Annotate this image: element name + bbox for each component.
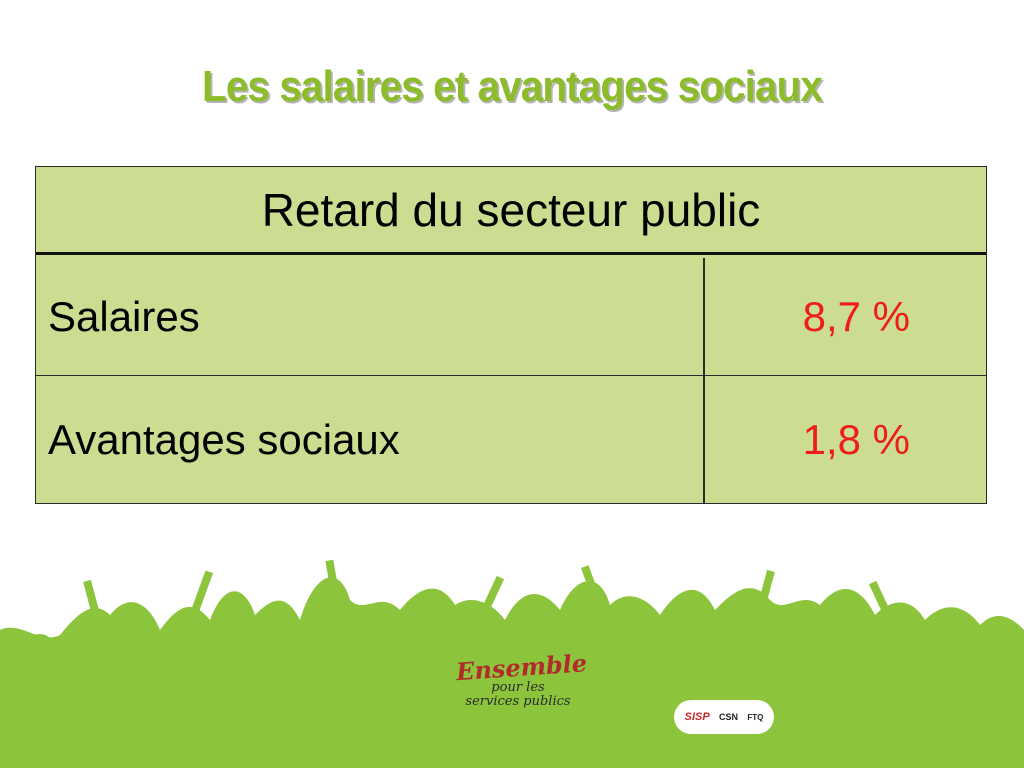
comparison-table: Retard du secteur public Salaires 8,7 % … <box>35 166 987 504</box>
union-logos: SISP CSN FTQ <box>674 700 774 734</box>
slide-title: Les salaires et avantages sociaux <box>202 62 823 111</box>
row-label-salaires: Salaires <box>36 258 705 375</box>
table-row: Avantages sociaux 1,8 % <box>36 376 986 503</box>
sisp-logo: SISP <box>684 711 710 723</box>
ensemble-logo-line2: pour les <box>491 680 545 695</box>
table-row: Salaires 8,7 % <box>36 258 986 376</box>
row-label-avantages: Avantages sociaux <box>36 376 705 503</box>
ftq-logo: FTQ <box>747 712 764 722</box>
table-header: Retard du secteur public <box>36 167 986 255</box>
ensemble-logo: Ensemble pour les services publics <box>455 648 588 735</box>
row-value-salaires: 8,7 % <box>802 292 910 340</box>
ensemble-logo-line3: services publics <box>465 694 571 709</box>
csn-logo: CSN <box>719 712 739 722</box>
row-value-avantages: 1,8 % <box>802 415 910 463</box>
